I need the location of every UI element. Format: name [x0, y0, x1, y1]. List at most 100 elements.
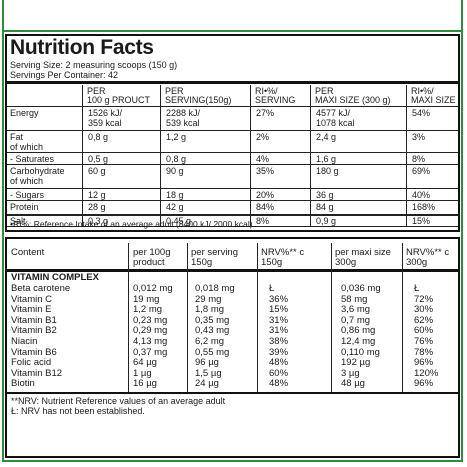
vitamin-name: Vitamin B1 [11, 314, 57, 326]
vitamin-nrv-serving: Ł [269, 283, 275, 294]
row-3-v3-a: 35% [256, 166, 275, 176]
vitamin-nrv-serving: 31% [269, 314, 289, 326]
vitamin-per-serving: 29 mg [195, 293, 222, 305]
vitamin-per100: 0,012 mg [133, 283, 173, 294]
vitamin-per100: 0,37 mg [133, 346, 168, 358]
col2-header-2-line2: 150g [191, 257, 213, 268]
label-frame [2, 30, 463, 462]
vitamin-nrv-serving: 31% [269, 325, 289, 337]
vitamin-name: Folic acid [11, 357, 52, 369]
row-0-v5-a: 54% [412, 108, 431, 118]
row-rule [7, 200, 458, 201]
row-6-v2-a: 0,45 g [166, 216, 192, 226]
col-header-3-line1: RI•%/ [255, 86, 278, 96]
col-header-4-line2: MAXI SIZE (300 g) [315, 95, 391, 105]
thick-rule-2 [7, 269, 458, 272]
thick-rule [7, 81, 458, 84]
vitamin-nrv-maxi: 30% [414, 304, 434, 316]
vitamin-nrv-serving: 60% [269, 367, 289, 379]
col-header-1-line2: 100 g PROUCT [87, 95, 151, 105]
vitamin-per-serving: 96 µg [195, 357, 219, 369]
vitamin-name: Biotin [11, 378, 35, 390]
footnote-nrv: **NRV: Nutrient Reference values of an a… [11, 396, 226, 406]
page-title: Nutrition Facts [10, 36, 154, 59]
vitamin-per-maxi: 12,4 mg [341, 336, 376, 347]
vitamin-per-serving: 1,8 mg [195, 304, 225, 316]
vitamin-per-serving: 1,5 µg [195, 367, 222, 379]
col-divider [82, 85, 83, 227]
col-divider [250, 85, 251, 227]
row-1-label-a: Fat [10, 132, 24, 142]
header-rule [7, 106, 458, 107]
row-2-v4-a: 1,6 g [316, 154, 337, 164]
col-header-5-line1: RI•%/ [411, 86, 434, 96]
row-3-v1-a: 60 g [88, 166, 106, 176]
vitamin-per-maxi: 58 mg [341, 293, 368, 305]
row-2-v5-a: 8% [412, 154, 426, 164]
vitamin-per100: 19 mg [133, 293, 160, 305]
col2-header-4-line1: per maxi size [335, 247, 391, 258]
row-5-v2-a: 42 g [166, 202, 184, 212]
row-6-v3-a: 8% [256, 216, 270, 226]
row-1-v3-a: 2% [256, 132, 270, 142]
vitamin-nrv-maxi: 78% [414, 346, 434, 358]
row-1-v4-a: 2,4 g [316, 132, 337, 142]
col-header-3-line2: SERVING [255, 95, 296, 105]
vitamin-nrv-maxi: 60% [414, 325, 434, 337]
row-1-v5-a: 3% [412, 132, 426, 142]
vitamin-per-maxi: 3,6 mg [341, 304, 371, 316]
vitamin-name: Niacin [11, 336, 38, 347]
row-4-v2-a: 18 g [166, 190, 184, 200]
vitamin-nrv-serving: 38% [269, 336, 289, 347]
row-1-label-b: of which [10, 142, 44, 152]
row-2-v1-a: 0,5 g [88, 154, 109, 164]
col-header-2-line1: PER [165, 86, 184, 96]
vitamin-per100: 0,23 mg [133, 314, 168, 326]
frame-top [2, 0, 463, 32]
row-2-v2-a: 0,8 g [166, 154, 187, 164]
col-divider [402, 243, 403, 392]
vitamin-per-serving: 0,43 mg [195, 325, 230, 337]
col-divider [128, 243, 129, 392]
vitamin-panel: Content per 100g product per serving 150g NRV… [5, 237, 460, 458]
vitamin-per100: 1,2 mg [133, 304, 163, 316]
footnote-not-established: Ł: NRV has not been established. [11, 406, 145, 416]
row-5-v1-a: 28 g [88, 202, 106, 212]
vitamin-nrv-maxi: 72% [414, 293, 434, 305]
row-6-v5-a: 15% [412, 216, 431, 226]
vitamin-nrv-maxi: 120% [414, 367, 439, 379]
col-header-2-line2: SERVING(150g) [165, 95, 232, 105]
vitamin-name: Vitamin B2 [11, 325, 57, 337]
vitamin-nrv-serving: 48% [269, 357, 289, 369]
row-0-v3-a: 27% [256, 108, 275, 118]
col-divider [406, 85, 407, 227]
vitamin-nrv-serving: 48% [269, 378, 289, 390]
col2-header-5-line2: 300g [406, 257, 428, 268]
col-divider [331, 243, 332, 392]
row-0-v2-a: 2288 kJ/ [166, 108, 201, 118]
col-divider [310, 85, 311, 227]
vitamin-nrv-serving: 15% [269, 304, 289, 316]
vitamin-per100: 4,13 mg [133, 336, 168, 347]
row-3-label-a: Carbohydrate [10, 166, 65, 176]
vitamin-per-maxi: 0,110 mg [341, 346, 380, 358]
vitamin-name: Vitamin B12 [11, 367, 63, 379]
vitamin-nrv-maxi: 96% [414, 378, 434, 390]
vitamin-name: Beta carotene [11, 283, 71, 294]
row-0-v4-a: 4577 kJ/ [316, 108, 351, 118]
row-4-v1-a: 12 g [88, 190, 106, 200]
row-2-label-a: - Saturates [10, 154, 55, 164]
vitamin-per100: 16 µg [133, 378, 157, 390]
row-4-label-a: - Sugars [10, 190, 45, 200]
row-0-v2-b: 539 kcal [166, 118, 200, 128]
col2-header-3-line2: 150g [261, 257, 283, 268]
row-3-v5-a: 69% [412, 166, 431, 176]
row-0-v1-b: 359 kcal [88, 118, 122, 128]
vitamin-nrv-maxi: 96% [414, 357, 434, 369]
row-6-v4-a: 0,9 g [316, 216, 337, 226]
col2-header-1-line2: product [133, 257, 165, 268]
footnote-ri: •RI%: Reference Intake of an average adu… [10, 219, 255, 229]
vitamin-per-maxi: 48 µg [341, 378, 365, 390]
col2-header-0-line1: Content [11, 247, 45, 258]
vitamin-per-maxi: 0,036 mg [341, 283, 381, 294]
